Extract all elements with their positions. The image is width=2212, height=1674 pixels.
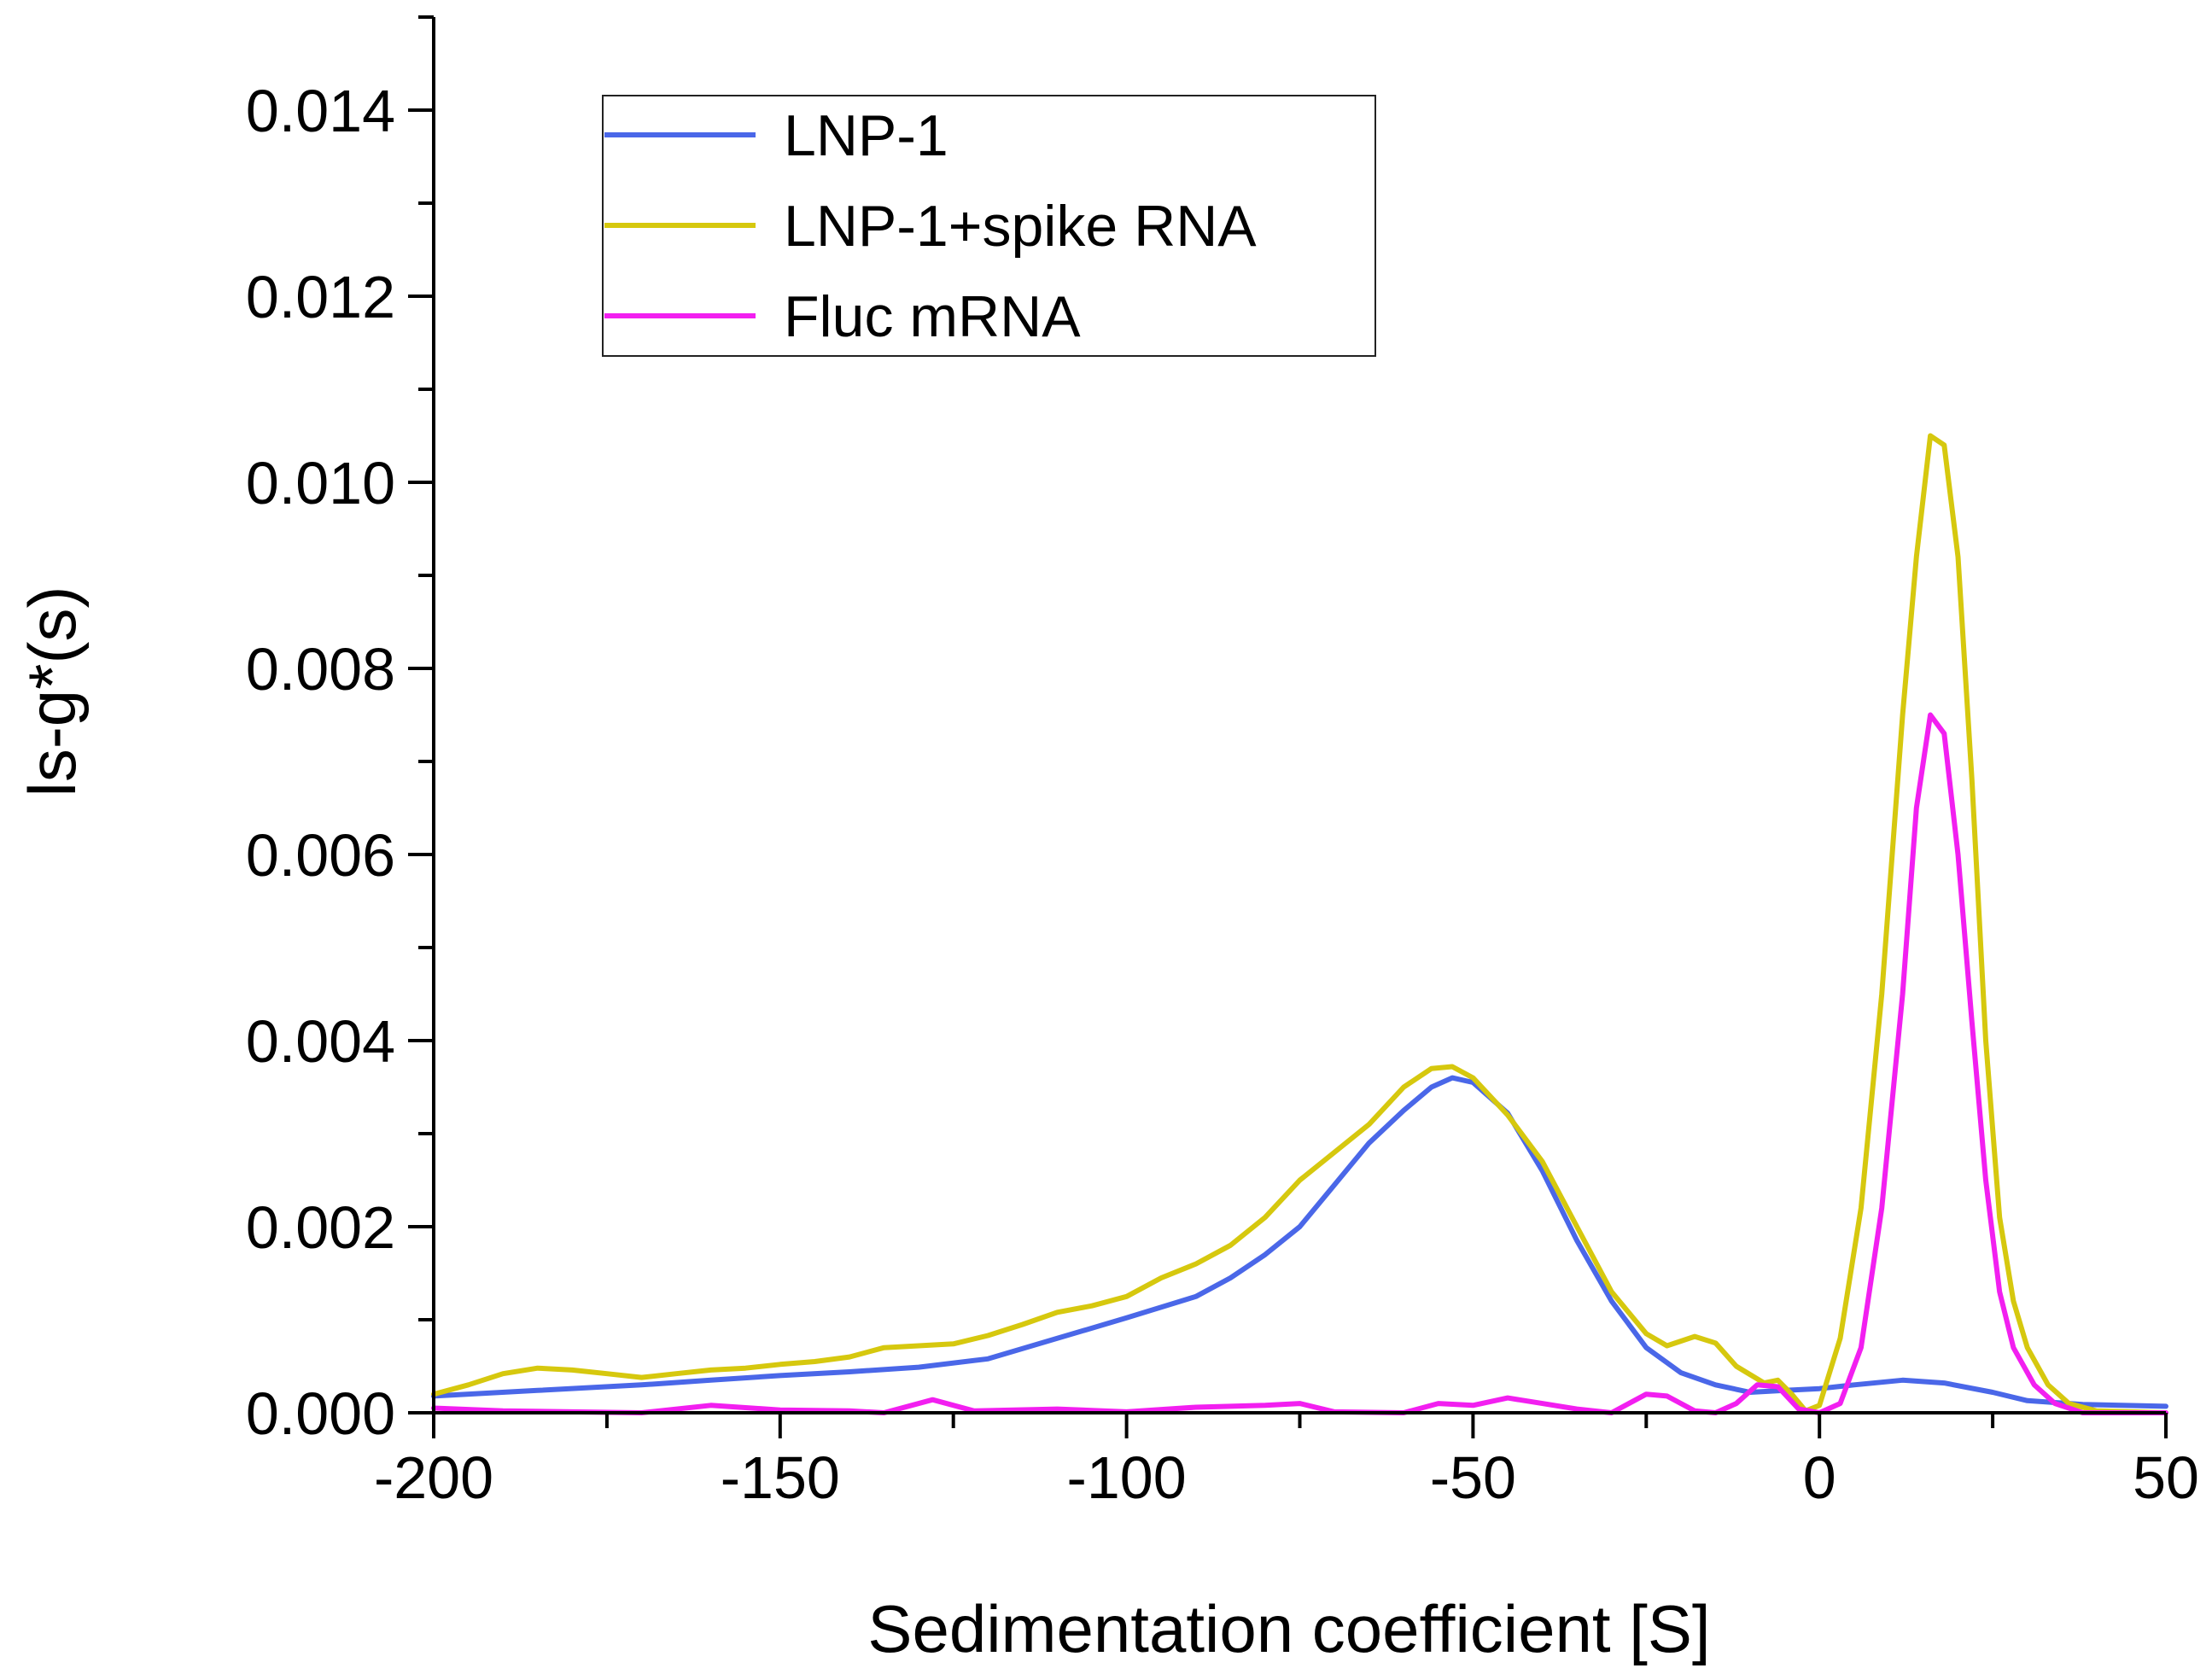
x-tick-label: 0 bbox=[1803, 1444, 1836, 1511]
y-axis: 0.000 0.002 0.004 0.006 0.008 0.010 0.012 0.014 bbox=[246, 15, 435, 1447]
series-line bbox=[431, 712, 2168, 1415]
x-tick-label: 50 bbox=[2133, 1444, 2199, 1511]
x-tick-label: -150 bbox=[721, 1444, 840, 1511]
y-tick-label: 0.002 bbox=[246, 1194, 395, 1261]
legend-label: LNP-1+spike RNA bbox=[784, 194, 1257, 259]
y-axis-title: ls-g*(s) bbox=[15, 586, 90, 797]
x-tick-label: -200 bbox=[374, 1444, 493, 1511]
series-line bbox=[431, 1075, 2168, 1409]
y-tick-label: 0.014 bbox=[246, 78, 395, 144]
legend: LNP-1 LNP-1+spike RNA Fluc mRNA bbox=[602, 95, 1376, 357]
y-tick-label: 0.000 bbox=[246, 1380, 395, 1447]
y-tick-label: 0.004 bbox=[246, 1008, 395, 1075]
plot-series bbox=[431, 433, 2168, 1415]
x-tick-label: -50 bbox=[1430, 1444, 1516, 1511]
x-tick-label: -100 bbox=[1067, 1444, 1187, 1511]
legend-label: Fluc mRNA bbox=[784, 284, 1081, 349]
y-tick-label: 0.006 bbox=[246, 822, 395, 889]
y-tick-label: 0.010 bbox=[246, 450, 395, 516]
series-line bbox=[431, 433, 2168, 1415]
x-axis-title: Sedimentation coefficient [S] bbox=[867, 1591, 1710, 1666]
y-tick-label: 0.008 bbox=[246, 636, 395, 703]
x-axis: -200 -150 -100 -50 0 50 bbox=[374, 1411, 2199, 1511]
legend-label: LNP-1 bbox=[784, 103, 948, 168]
y-tick-label: 0.012 bbox=[246, 264, 395, 330]
